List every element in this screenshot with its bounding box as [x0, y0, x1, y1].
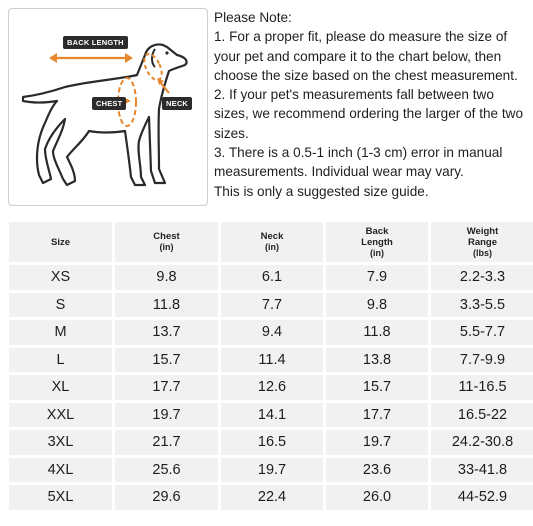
cell-neck: 22.4 — [221, 485, 323, 510]
cell-size: XS — [9, 265, 112, 290]
cell-size: S — [9, 292, 112, 317]
table-row: XL 17.7 12.6 15.7 11-16.5 — [9, 375, 533, 400]
cell-weight-range: 44-52.9 — [431, 485, 533, 510]
cell-neck: 16.5 — [221, 430, 323, 455]
cell-neck: 14.1 — [221, 402, 323, 427]
cell-chest: 19.7 — [115, 402, 218, 427]
cell-size: 4XL — [9, 457, 112, 482]
cell-size: XL — [9, 375, 112, 400]
cell-back-length: 9.8 — [326, 292, 428, 317]
cell-neck: 7.7 — [221, 292, 323, 317]
table-row: XS 9.8 6.1 7.9 2.2-3.3 — [9, 265, 533, 290]
cell-weight-range: 5.5-7.7 — [431, 320, 533, 345]
cell-chest: 21.7 — [115, 430, 218, 455]
cell-back-length: 26.0 — [326, 485, 428, 510]
chest-tag: CHEST — [92, 97, 127, 110]
cell-neck: 9.4 — [221, 320, 323, 345]
cell-chest: 11.8 — [115, 292, 218, 317]
table-row: 3XL 21.7 16.5 19.7 24.2-30.8 — [9, 430, 533, 455]
header-back-length: Back Length (in) — [326, 222, 428, 262]
note-item-1: 1. For a proper fit, please do measure t… — [214, 29, 518, 83]
table-header-row: Size Chest (in) Neck (in) Back Length (in) … — [9, 222, 533, 262]
cell-back-length: 23.6 — [326, 457, 428, 482]
cell-back-length: 11.8 — [326, 320, 428, 345]
cell-weight-range: 16.5-22 — [431, 402, 533, 427]
header-neck: Neck (in) — [221, 222, 323, 262]
cell-back-length: 17.7 — [326, 402, 428, 427]
fit-note: Please Note: 1. For a proper fit, please… — [214, 8, 528, 201]
table-row: M 13.7 9.4 11.8 5.5-7.7 — [9, 320, 533, 345]
cell-neck: 11.4 — [221, 347, 323, 372]
cell-weight-range: 24.2-30.8 — [431, 430, 533, 455]
table-row: L 15.7 11.4 13.8 7.7-9.9 — [9, 347, 533, 372]
cell-size: 3XL — [9, 430, 112, 455]
header-size: Size — [9, 222, 112, 262]
cell-size: M — [9, 320, 112, 345]
note-heading: Please Note: — [214, 10, 292, 25]
cell-chest: 25.6 — [115, 457, 218, 482]
header-weight-range: Weight Range (lbs) — [431, 222, 533, 262]
cell-back-length: 15.7 — [326, 375, 428, 400]
cell-neck: 19.7 — [221, 457, 323, 482]
cell-chest: 17.7 — [115, 375, 218, 400]
header-chest: Chest (in) — [115, 222, 218, 262]
table-row: XXL 19.7 14.1 17.7 16.5-22 — [9, 402, 533, 427]
cell-size: L — [9, 347, 112, 372]
table-row: 5XL 29.6 22.4 26.0 44-52.9 — [9, 485, 533, 510]
table-row: S 11.8 7.7 9.8 3.3-5.5 — [9, 292, 533, 317]
note-disclaimer: This is only a suggested size guide. — [214, 183, 429, 199]
cell-chest: 9.8 — [115, 265, 218, 290]
cell-weight-range: 7.7-9.9 — [431, 347, 533, 372]
cell-weight-range: 3.3-5.5 — [431, 292, 533, 317]
neck-tag: NECK — [162, 97, 193, 110]
back-length-tag: BACK LENGTH — [63, 36, 128, 49]
cell-weight-range: 33-41.8 — [431, 457, 533, 482]
cell-weight-range: 2.2-3.3 — [431, 265, 533, 290]
cell-neck: 12.6 — [221, 375, 323, 400]
cell-size: XXL — [9, 402, 112, 427]
table-row: 4XL 25.6 19.7 23.6 33-41.8 — [9, 457, 533, 482]
cell-size: 5XL — [9, 485, 112, 510]
cell-chest: 13.7 — [115, 320, 218, 345]
dog-measurement-diagram: BACK LENGTH CHEST NECK — [8, 8, 208, 206]
note-item-3: 3. There is a 0.5-1 inch (1-3 cm) error … — [214, 145, 503, 180]
cell-chest: 29.6 — [115, 485, 218, 510]
size-chart: Size Chest (in) Neck (in) Back Length (in) … — [6, 219, 533, 521]
cell-back-length: 13.8 — [326, 347, 428, 372]
size-table: Size Chest (in) Neck (in) Back Length (in) … — [6, 219, 533, 513]
cell-back-length: 19.7 — [326, 430, 428, 455]
cell-neck: 6.1 — [221, 265, 323, 290]
cell-weight-range: 11-16.5 — [431, 375, 533, 400]
cell-chest: 15.7 — [115, 347, 218, 372]
note-item-2: 2. If your pet's measurements fall betwe… — [214, 87, 524, 141]
cell-back-length: 7.9 — [326, 265, 428, 290]
